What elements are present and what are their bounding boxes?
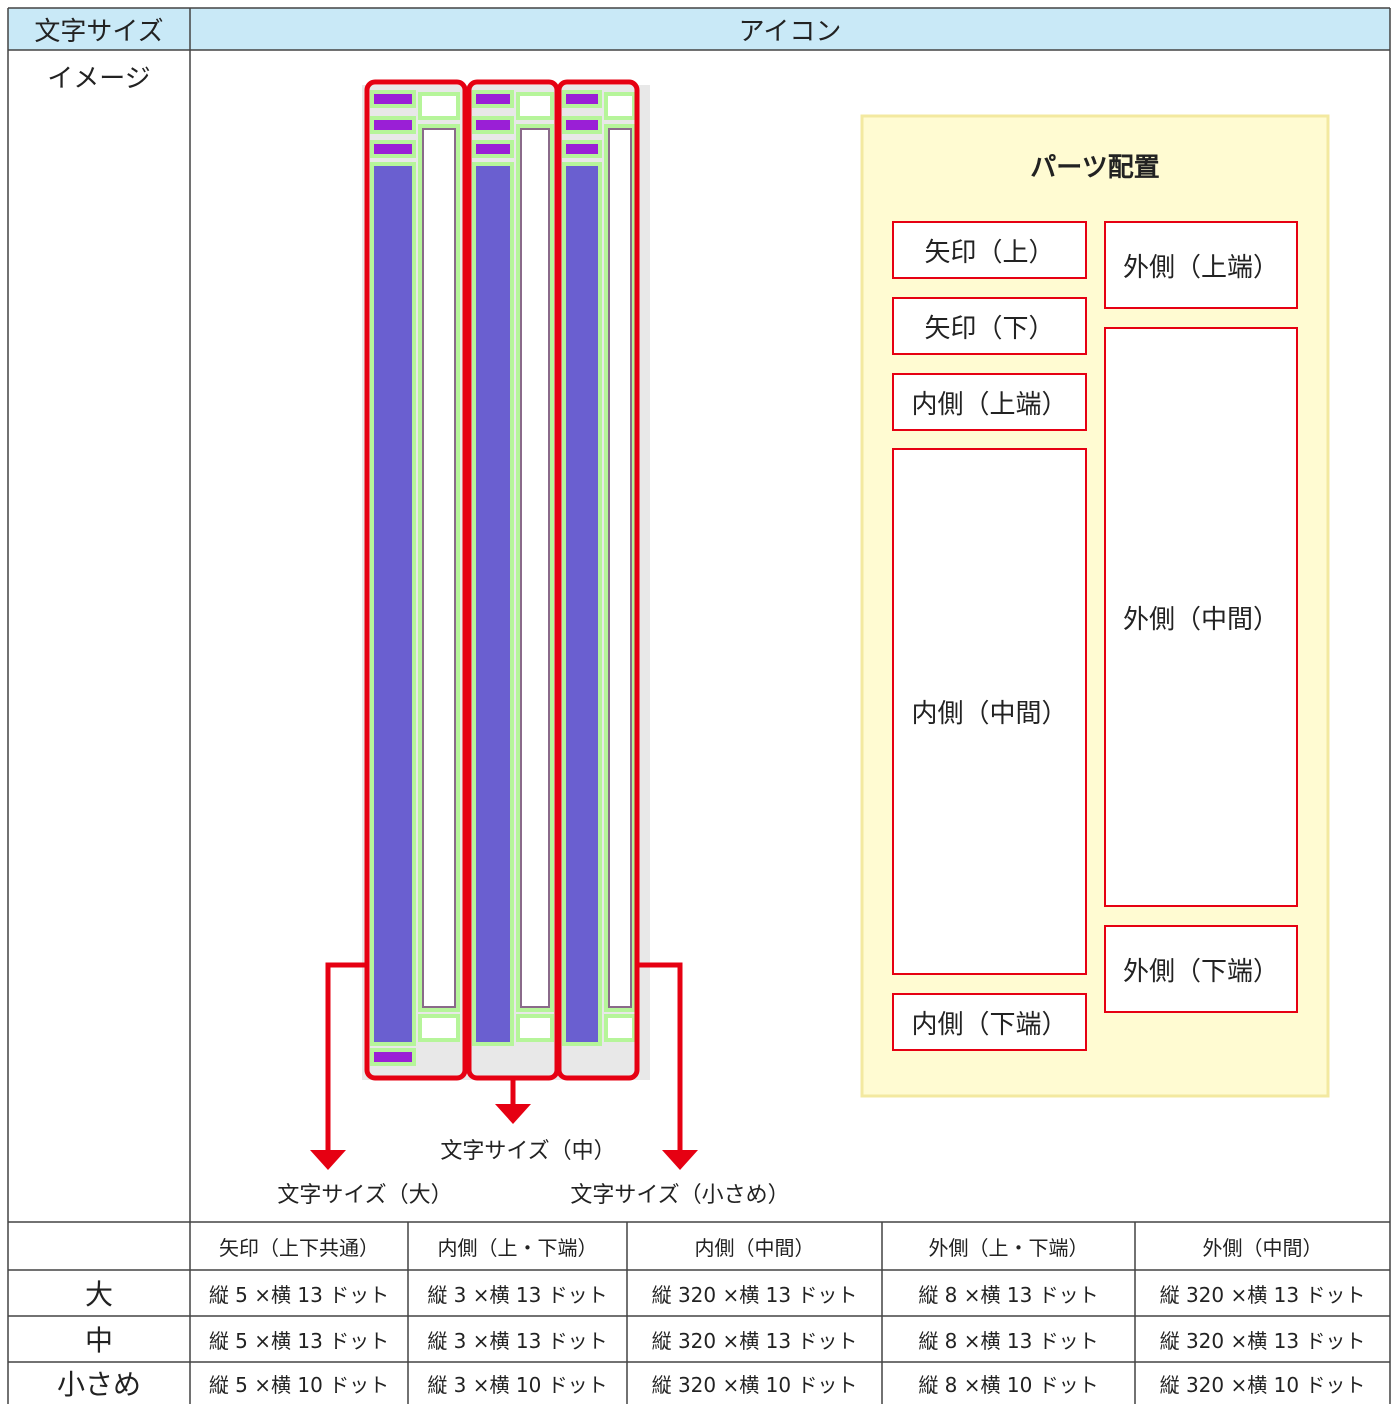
arrow-head [495,1104,531,1124]
white-bar-edge [520,128,550,1008]
arrow-part [474,1050,512,1064]
callout: 文字サイズ（大） [277,1183,453,1208]
arrow-head [310,1150,346,1170]
cell: 縦 320 ×横 13 ドット [651,1282,858,1307]
white-bar-edge [422,128,456,1008]
arrow-part [370,90,416,108]
white-top [418,92,460,120]
legend-part: 内側（中間） [892,448,1087,975]
legend-part: 外側（上端） [1104,221,1298,309]
cell: 縦 3 ×横 13 ドット [427,1282,608,1307]
icon-highlight [556,79,640,1081]
white-bar [604,124,636,1012]
image-label: イメージ [47,63,151,94]
white-top [516,92,554,120]
purple-bar [472,162,514,1046]
arrow-part [472,140,514,158]
legend-part: 矢印（下） [892,297,1087,355]
white-bottom [516,1014,554,1042]
icon-highlight [364,79,468,1081]
cell: 縦 3 ×横 13 ドット [427,1328,608,1353]
arrow [325,962,367,1150]
purple-bar [562,162,602,1046]
cell: 縦 5 ×横 10 ドット [208,1372,390,1397]
cell: 縦 320 ×横 13 ドット [651,1328,858,1353]
legend-part: 内側（上端） [892,373,1087,431]
legend-part: 外側（中間） [1104,327,1298,907]
callout: 文字サイズ（中） [440,1139,616,1164]
cell: 縦 8 ×横 13 ドット [918,1282,1099,1307]
arrow-head [662,1150,698,1170]
arrow-part [370,116,416,134]
column-header: 内側（上・下端） [437,1235,598,1260]
column-header: 矢印（上下共通） [219,1235,379,1260]
legend-part: 内側（下端） [892,993,1087,1051]
cell: 縦 320 ×横 13 ドット [1159,1328,1366,1353]
header-col2: アイコン [738,16,842,47]
legend-part: 外側（下端） [1104,925,1298,1013]
arrow-part [562,90,602,108]
cell: 縦 3 ×横 10 ドット [427,1372,608,1397]
white-bar [418,124,460,1012]
arrow-part [562,140,602,158]
purple-bar [370,162,416,1046]
white-top [604,92,636,120]
white-bottom [418,1014,460,1042]
header-col1: 文字サイズ [34,16,164,47]
arrow [637,962,683,1150]
row-label: 小さめ [56,1368,141,1401]
arrow-part [562,116,602,134]
arrow-part [370,1048,416,1066]
cell: 縦 320 ×横 13 ドット [1159,1282,1366,1307]
white-bottom [604,1014,636,1042]
row-label: 大 [84,1278,113,1311]
row-label: 中 [84,1324,113,1357]
arrow-part [472,90,514,108]
header-bg [8,8,1390,50]
column-header: 外側（上・下端） [928,1235,1089,1260]
white-bar [516,124,554,1012]
cell: 縦 8 ×横 13 ドット [918,1328,1099,1353]
cell: 縦 320 ×横 10 ドット [1159,1372,1366,1397]
cell: 縦 5 ×横 13 ドット [208,1328,390,1353]
cell: 縦 8 ×横 10 ドット [918,1372,1099,1397]
white-bar-edge [608,128,632,1008]
cell: 縦 320 ×横 10 ドット [651,1372,858,1397]
legend-title: パーツ配置 [1030,152,1160,183]
arrow-part [564,1050,600,1064]
callout: 文字サイズ（小さめ） [570,1183,790,1208]
cell: 縦 5 ×横 13 ドット [208,1282,390,1307]
legend-part: 矢印（上） [892,221,1087,279]
column-header: 外側（中間） [1202,1235,1323,1260]
arrow-part [472,116,514,134]
column-header: 内側（中間） [694,1235,815,1260]
arrow-part [370,140,416,158]
